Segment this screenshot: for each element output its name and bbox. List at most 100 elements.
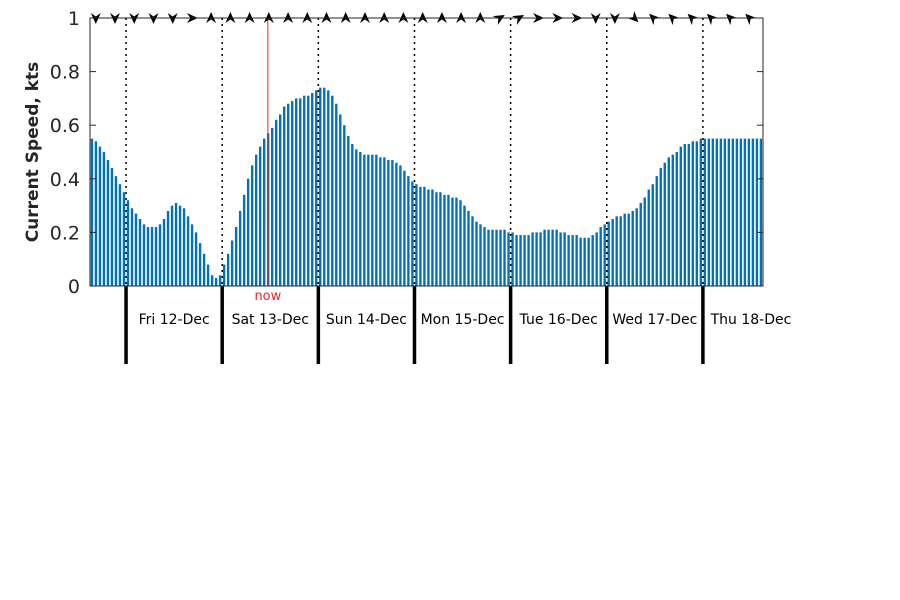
speed-bar [475,221,478,286]
speed-bar [387,160,390,286]
speed-bar [471,216,474,286]
speed-bar [206,264,210,286]
direction-arrow-head [649,13,661,26]
speed-bar [194,232,198,286]
y-axis-label: Current Speed, kts [23,62,43,243]
speed-bar [423,186,426,286]
speed-bar [190,224,194,286]
speed-bar [731,138,735,286]
day-divider-lines [124,18,705,364]
speed-bar [707,138,711,286]
speed-bar [218,275,222,286]
speed-bar [178,205,182,286]
speed-bar [295,98,298,287]
speed-bar [311,93,314,286]
speed-bar [675,152,678,286]
speed-bar [383,157,386,286]
speed-bar [186,216,190,286]
speed-bar [339,114,342,286]
direction-arrow-head [706,13,719,26]
speed-bar [90,138,94,286]
speed-bar [166,210,170,286]
y-tick-label: 1 [68,8,80,30]
speed-bar [539,232,542,286]
speed-bar [122,192,126,286]
speed-bar [727,138,731,286]
direction-arrow [687,13,699,26]
speed-bar [723,138,727,286]
direction-arrow-head [627,10,639,23]
speed-bar [663,162,666,286]
speed-bar [375,154,378,286]
speed-bar [138,219,142,286]
speed-bar [214,277,218,286]
speed-bar [98,146,102,286]
speed-bar [399,165,402,286]
speed-bar [523,235,526,286]
speed-bar [126,200,130,286]
day-label: Wed 17-Dec [612,312,697,328]
day-label: Mon 15-Dec [421,312,505,328]
speed-bar [703,138,707,286]
speed-bar [363,154,366,286]
speed-bar [743,138,747,286]
speed-bar [551,229,554,286]
speed-bar [315,90,318,286]
y-axis: 0 0.2 0.4 0.6 0.8 1 [50,8,763,298]
speed-bar [535,232,538,286]
speed-bar [158,224,162,286]
speed-bar [198,243,202,286]
speed-bar [170,205,174,286]
day-label: Sun 14-Dec [326,312,407,328]
speed-bar [110,168,114,286]
speed-bar [695,141,699,286]
speed-bar [479,224,482,286]
speed-bar [543,229,546,286]
speed-bar [431,189,434,286]
speed-bar [623,213,626,286]
speed-bar [283,106,286,286]
speed-bar [567,235,570,286]
speed-bar [262,138,266,286]
direction-arrow-head [668,13,680,26]
direction-arrow [492,15,505,25]
speed-bar [679,146,682,286]
speed-bar [519,235,522,286]
direction-arrow-head [726,13,738,26]
direction-arrow-head [745,13,757,26]
speed-bar [651,184,654,286]
speed-bar [503,229,506,286]
direction-arrow [627,10,639,23]
y-tick-label: 0.6 [50,115,80,137]
speed-bar [467,210,470,286]
speed-bar [463,205,466,286]
direction-arrow [706,13,719,26]
speed-bar [367,154,370,286]
speed-bar [118,184,122,286]
speed-bar [419,186,422,286]
speed-bar [455,197,458,286]
speed-bar [142,224,146,286]
speed-bar [671,154,674,286]
speed-bar [747,138,751,286]
speed-bar [575,235,578,286]
speed-bar [715,138,719,286]
speed-bar [246,178,250,286]
speed-bar [735,138,739,286]
speed-bar [639,202,642,286]
speed-bar [495,229,498,286]
direction-arrow [511,15,524,25]
speed-bar [603,224,606,286]
speed-bar [327,90,330,286]
speed-bar [739,138,743,286]
speed-bar [279,114,282,286]
speed-bar [335,103,338,286]
speed-bar [459,200,462,286]
speed-bar [154,227,158,286]
speed-bar [759,138,763,286]
direction-arrow [726,13,738,26]
speed-bar [435,192,438,286]
speed-bar [303,95,306,286]
speed-bar [130,208,134,286]
speed-bar [250,165,254,286]
